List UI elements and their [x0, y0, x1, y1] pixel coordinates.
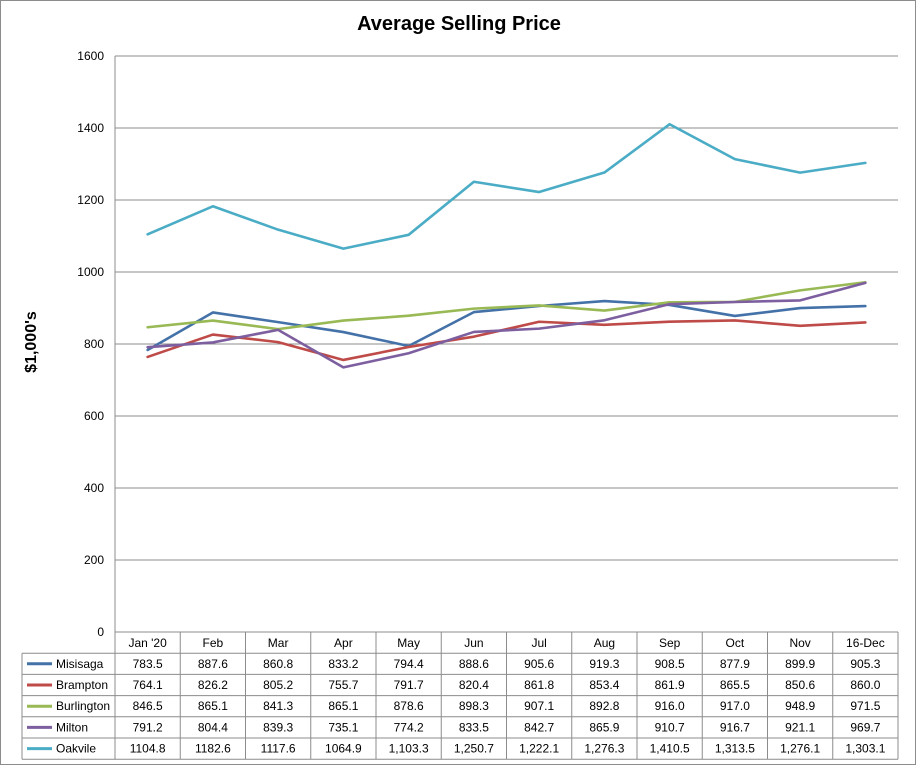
- table-cell-value: 820.4: [459, 678, 489, 692]
- table-cell-value: 865.1: [198, 699, 228, 713]
- series-line: [146, 299, 867, 352]
- x-tick-label: Oct: [726, 636, 745, 650]
- x-tick-label: Apr: [334, 636, 353, 650]
- table-cell-value: 892.8: [589, 699, 619, 713]
- table-cell-value: 1104.8: [130, 742, 166, 756]
- table-cell-value: 865.5: [720, 678, 750, 692]
- x-tick-label: Aug: [594, 636, 615, 650]
- table-cell-value: 948.9: [785, 699, 815, 713]
- table-cell-value: 1,276.3: [584, 742, 624, 756]
- x-tick-label: May: [397, 636, 420, 650]
- table-cell-value: 878.6: [394, 699, 424, 713]
- table-cell-value: 735.1: [328, 720, 358, 734]
- table-cell-value: 833.2: [328, 657, 358, 671]
- table-cell-value: 764.1: [133, 678, 163, 692]
- table-cell-value: 774.2: [394, 720, 424, 734]
- legend-label: Milton: [56, 720, 88, 734]
- table-cell-value: 888.6: [459, 657, 489, 671]
- x-tick-label: 16-Dec: [846, 636, 885, 650]
- table-cell-value: 905.3: [850, 657, 880, 671]
- table-cell-value: 833.5: [459, 720, 489, 734]
- table-cell-value: 921.1: [785, 720, 815, 734]
- table-cell-value: 910.7: [655, 720, 685, 734]
- y-tick-label: 800: [84, 337, 104, 351]
- x-tick-label: Jan '20: [128, 636, 167, 650]
- y-tick-label: 1200: [77, 193, 104, 207]
- table-cell-value: 1,103.3: [389, 742, 429, 756]
- table-cell-value: 919.3: [589, 657, 619, 671]
- table-cell-value: 826.2: [198, 678, 228, 692]
- table-cell-value: 841.3: [263, 699, 293, 713]
- table-cell-value: 899.9: [785, 657, 815, 671]
- table-cell-value: 1,410.5: [650, 742, 690, 756]
- table-cell-value: 860.0: [850, 678, 880, 692]
- series-line: [146, 281, 867, 369]
- table-cell-value: 916.7: [720, 720, 750, 734]
- table-cell-value: 755.7: [328, 678, 358, 692]
- y-tick-label: 200: [84, 553, 104, 567]
- table-cell-value: 1,313.5: [715, 742, 755, 756]
- y-tick-label: 1600: [77, 49, 104, 63]
- table-cell-value: 916.0: [655, 699, 685, 713]
- x-tick-label: Sep: [659, 636, 681, 650]
- table-cell-value: 861.8: [524, 678, 554, 692]
- table-cell-value: 865.9: [589, 720, 619, 734]
- table-cell-value: 1,222.1: [519, 742, 559, 756]
- table-cell-value: 1182.6: [195, 742, 231, 756]
- table-cell-value: 805.2: [263, 678, 293, 692]
- y-tick-label: 400: [84, 481, 104, 495]
- chart-title: Average Selling Price: [357, 13, 561, 35]
- table-cell-value: 1,276.1: [780, 742, 820, 756]
- table-cell-value: 853.4: [589, 678, 619, 692]
- table-cell-value: 861.9: [655, 678, 685, 692]
- table-cell-value: 794.4: [394, 657, 424, 671]
- table-cell-value: 842.7: [524, 720, 554, 734]
- table-cell-value: 969.7: [850, 720, 880, 734]
- table-cell-value: 860.8: [263, 657, 293, 671]
- table-cell-value: 908.5: [655, 657, 685, 671]
- table-cell-value: 804.4: [198, 720, 228, 734]
- table-cell-value: 791.7: [394, 678, 424, 692]
- table-cell-value: 850.6: [785, 678, 815, 692]
- y-tick-label: 1400: [77, 121, 104, 135]
- table-cell-value: 791.2: [133, 720, 163, 734]
- table-cell-value: 907.1: [524, 699, 554, 713]
- table-cell-value: 1,250.7: [454, 742, 494, 756]
- table-cell-value: 783.5: [133, 657, 163, 671]
- table-cell-value: 1,303.1: [845, 742, 885, 756]
- x-tick-label: Nov: [789, 636, 810, 650]
- x-tick-label: Jul: [531, 636, 546, 650]
- table-cell-value: 905.6: [524, 657, 554, 671]
- table-cell-value: 898.3: [459, 699, 489, 713]
- series-line: [146, 122, 867, 250]
- legend-label: Burlington: [56, 699, 110, 713]
- x-tick-label: Mar: [268, 636, 289, 650]
- table-cell-value: 839.3: [263, 720, 293, 734]
- legend-label: Oakvile: [56, 742, 96, 756]
- y-tick-label: 600: [84, 409, 104, 423]
- y-tick-label: 1000: [77, 265, 104, 279]
- x-tick-label: Jun: [464, 636, 483, 650]
- table-cell-value: 917.0: [720, 699, 750, 713]
- legend-label: Brampton: [56, 678, 108, 692]
- table-cell-value: 1117.6: [261, 742, 296, 756]
- table-cell-value: 887.6: [198, 657, 228, 671]
- table-cell-value: 971.5: [850, 699, 880, 713]
- y-tick-label: 0: [97, 625, 104, 639]
- series-line: [146, 280, 867, 331]
- table-cell-value: 877.9: [720, 657, 750, 671]
- table-cell-value: 865.1: [328, 699, 358, 713]
- legend-label: Misisaga: [56, 657, 104, 671]
- x-tick-label: Feb: [203, 636, 224, 650]
- table-cell-value: 846.5: [133, 699, 163, 713]
- table-cell-value: 1064.9: [325, 742, 362, 756]
